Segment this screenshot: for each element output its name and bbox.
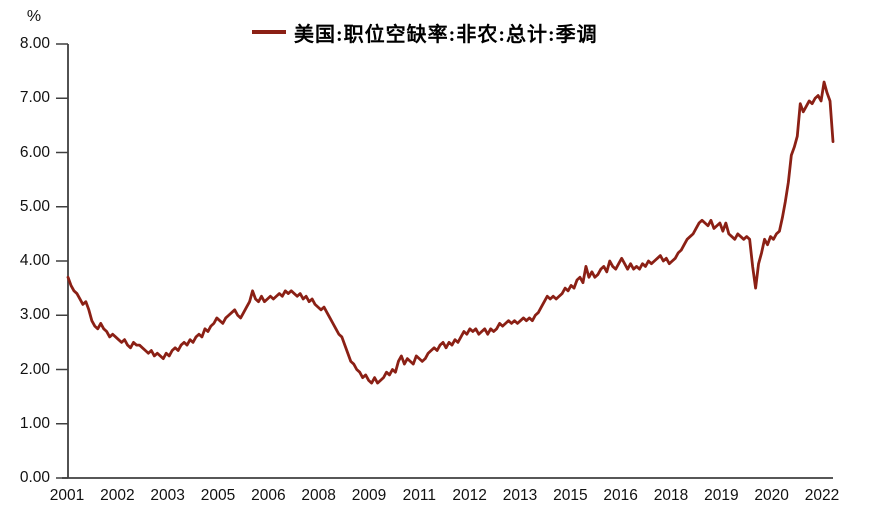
x-axis-tick-label: 2003 — [150, 487, 185, 504]
x-axis-tick-label: 2001 — [49, 487, 85, 504]
x-axis-tick-label: 2012 — [452, 487, 487, 504]
series-line — [66, 80, 835, 385]
x-axis-tick-label: 2009 — [351, 487, 387, 504]
x-axis-tick-label: 2002 — [100, 487, 135, 504]
x-axis-tick-label: 2006 — [251, 487, 286, 504]
y-axis-tick-label: 4.00 — [19, 252, 50, 269]
x-axis-tick-label: 2008 — [301, 487, 336, 504]
x-axis-tick-label: 2013 — [502, 487, 538, 504]
y-axis-tick-label: 1.00 — [19, 414, 50, 432]
legend-line-marker-icon — [252, 30, 286, 34]
x-axis-tick-label: 2011 — [402, 487, 436, 504]
y-axis-tick-label: 0.00 — [19, 469, 50, 486]
y-axis-tick-label: 8.00 — [19, 35, 50, 52]
x-axis-tick-label: 2018 — [653, 487, 689, 504]
legend: 美国:职位空缺率:非农:总计:季调 — [252, 20, 598, 46]
x-axis-tick-label: 2022 — [804, 487, 840, 504]
y-axis-tick-label: 6.00 — [19, 143, 50, 161]
y-axis-unit-label: % — [26, 8, 42, 25]
x-axis-tick-label: 2020 — [754, 487, 789, 504]
x-axis-tick-label: 2019 — [704, 487, 739, 504]
legend-series-label: 美国:职位空缺率:非农:总计:季调 — [294, 23, 598, 46]
y-axis-tick-label: 7.00 — [19, 89, 50, 107]
x-axis-tick-label: 2005 — [200, 487, 236, 504]
x-axis-tick-label: 2015 — [553, 487, 588, 504]
x-axis-tick-label: 2016 — [603, 487, 638, 504]
y-axis-tick-label: 2.00 — [19, 360, 50, 378]
y-axis-tick-label: 3.00 — [19, 306, 50, 324]
y-axis-tick-label: 5.00 — [19, 197, 50, 215]
